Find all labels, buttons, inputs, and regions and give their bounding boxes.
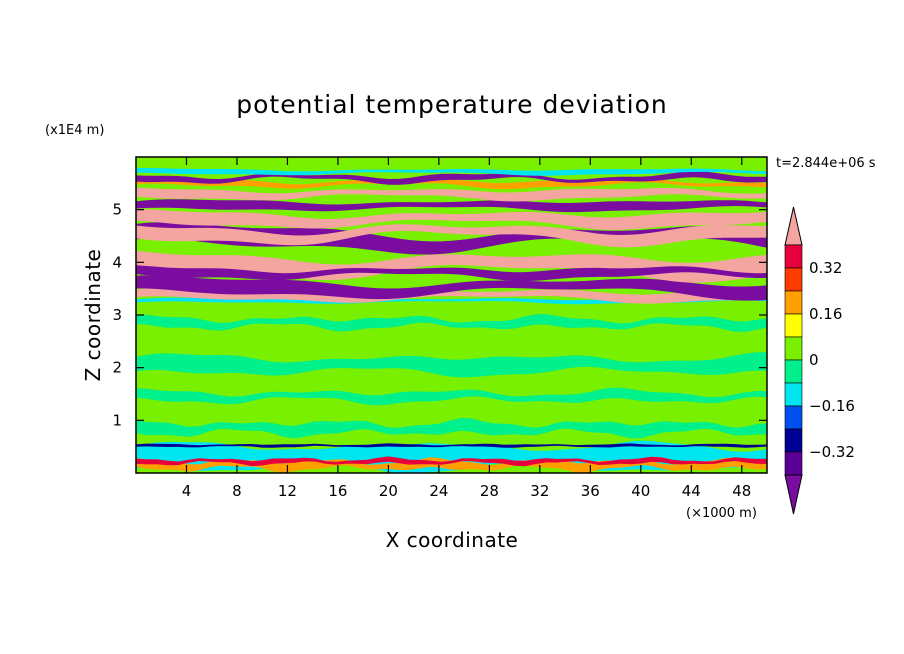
chart-title: potential temperature deviation <box>236 90 667 119</box>
x-tick-label: 32 <box>530 482 549 500</box>
y-unit-label: (x1E4 m) <box>45 123 104 138</box>
y-tick-label: 4 <box>112 253 122 271</box>
x-tick-label: 36 <box>581 482 600 500</box>
colorbar-tick-label: 0.32 <box>809 259 842 277</box>
colorbar-bottom-triangle <box>784 474 803 515</box>
x-tick-label: 8 <box>232 482 242 500</box>
x-unit-label: (×1000 m) <box>686 506 757 521</box>
colorbar-segment <box>784 290 803 315</box>
field-band <box>136 275 767 301</box>
x-tick-label: 16 <box>328 482 347 500</box>
field-band <box>136 314 767 332</box>
colorbar: 0.32 0.16 0 −0.16 −0.32 <box>784 206 855 515</box>
x-axis-label: X coordinate <box>386 528 519 552</box>
colorbar-segment <box>784 359 803 384</box>
colorbar-segment <box>784 382 803 407</box>
colorbar-segment <box>784 244 803 269</box>
x-tick-label: 28 <box>480 482 499 500</box>
y-tick-label: 1 <box>112 411 122 429</box>
x-tick-label: 48 <box>732 482 751 500</box>
contour-field <box>136 157 767 473</box>
y-tick-label: 2 <box>112 359 122 377</box>
x-tick-label: 20 <box>379 482 398 500</box>
field-band <box>136 171 767 185</box>
y-axis-label: Z coordinate <box>81 249 105 382</box>
field-band <box>136 352 767 378</box>
field-band <box>136 387 767 406</box>
field-band <box>136 187 767 202</box>
field-band <box>136 222 767 255</box>
colorbar-segment <box>784 405 803 430</box>
x-tick-label: 4 <box>182 482 192 500</box>
field-band <box>136 417 767 439</box>
colorbar-segment <box>784 428 803 453</box>
y-tick-label: 5 <box>112 201 122 219</box>
colorbar-top-triangle <box>784 206 803 246</box>
x-axis-ticks: 4 8 12 16 20 24 28 32 36 40 44 48 <box>182 157 751 500</box>
y-tick-label: 3 <box>112 306 122 324</box>
colorbar-segment <box>784 313 803 338</box>
field-band <box>136 265 767 282</box>
x-tick-label: 24 <box>429 482 448 500</box>
colorbar-segment <box>784 267 803 292</box>
field-band <box>136 208 767 230</box>
colorbar-segment <box>784 336 803 361</box>
field-band <box>136 168 767 176</box>
colorbar-tick-label: 0.16 <box>809 305 842 323</box>
field-band <box>136 199 767 213</box>
colorbar-tick-label: −0.32 <box>809 443 855 461</box>
x-tick-label: 44 <box>682 482 701 500</box>
colorbar-segment <box>784 451 803 476</box>
colorbar-tick-label: −0.16 <box>809 397 855 415</box>
field-band <box>136 224 767 248</box>
colorbar-tick-label: 0 <box>809 351 819 369</box>
x-tick-label: 12 <box>278 482 297 500</box>
y-axis-ticks: 1 2 3 4 5 <box>112 201 767 429</box>
field-band <box>136 443 767 448</box>
time-label: t=2.844e+06 s <box>776 156 876 171</box>
x-tick-label: 40 <box>631 482 650 500</box>
field-band <box>136 456 767 467</box>
